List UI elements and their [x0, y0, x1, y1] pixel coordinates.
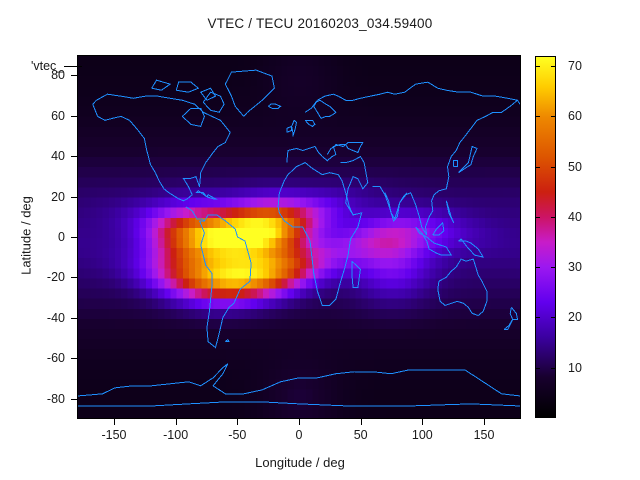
colorbar-tick-mark — [535, 267, 540, 269]
colorbar-tick-label: 40 — [568, 209, 582, 224]
legend-artifact-dash — [64, 66, 83, 68]
y-tick-label: -20 — [46, 270, 65, 285]
map-plot-area[interactable] — [77, 55, 521, 419]
y-tick-mark — [71, 75, 77, 77]
colorbar-tick-mark — [551, 66, 556, 68]
colorbar-tick-label: 20 — [568, 310, 582, 325]
x-tick-mark — [360, 419, 362, 425]
y-tick-label: 80 — [51, 68, 65, 83]
colorbar-gradient — [536, 57, 555, 417]
colorbar-tick-label: 10 — [568, 360, 582, 375]
y-tick-label: -40 — [46, 310, 65, 325]
x-tick-mark — [175, 419, 177, 425]
colorbar-tick-mark — [535, 116, 540, 118]
x-tick-label: 150 — [473, 428, 495, 442]
colorbar-tick-mark — [551, 367, 556, 369]
y-tick-mark — [71, 156, 77, 158]
x-tick-label: -150 — [101, 428, 127, 442]
colorbar-tick-label: 30 — [568, 260, 582, 275]
colorbar-tick-label: 70 — [568, 59, 582, 74]
colorbar-tick-mark — [535, 166, 540, 168]
y-tick-mark — [71, 317, 77, 319]
colorbar-tick-mark — [535, 367, 540, 369]
colorbar[interactable] — [535, 56, 556, 418]
y-tick-label: -80 — [46, 391, 65, 406]
x-tick-mark — [114, 419, 115, 425]
colorbar-tick-mark — [551, 166, 556, 168]
x-tick-label: -50 — [228, 428, 247, 442]
colorbar-tick-mark — [551, 317, 556, 319]
x-tick-mark — [237, 419, 239, 425]
x-tick-mark — [484, 419, 485, 425]
vtec-legend-artifact: 'vtec_ — [31, 59, 83, 73]
colorbar-tick-label: 60 — [568, 109, 582, 124]
y-tick-label: 0 — [58, 230, 65, 244]
colorbar-tick-mark — [551, 216, 556, 218]
x-tick-label: -100 — [163, 428, 189, 442]
y-tick-label: 40 — [51, 149, 65, 164]
colorbar-tick-mark — [535, 317, 540, 319]
colorbar-tick-mark — [535, 216, 540, 218]
y-tick-mark — [71, 237, 77, 238]
y-tick-label: 20 — [51, 189, 65, 204]
x-tick-mark — [422, 419, 424, 425]
colorbar-tick-mark — [535, 66, 540, 68]
legend-artifact-text: 'vtec_ — [31, 59, 64, 73]
y-tick-mark — [71, 358, 77, 360]
y-tick-mark — [71, 115, 77, 117]
x-tick-label: 0 — [295, 428, 303, 442]
figure-title: VTEC / TECU 20160203_034.59400 — [207, 16, 433, 31]
y-tick-mark — [71, 398, 77, 400]
x-tick-mark — [299, 419, 300, 425]
y-tick-mark — [71, 277, 77, 279]
y-tick-label: 60 — [51, 108, 65, 123]
colorbar-tick-mark — [551, 116, 556, 118]
colorbar-tick-mark — [551, 267, 556, 269]
y-tick-label: -60 — [46, 351, 65, 366]
y-axis-label: Latitude / deg — [18, 196, 34, 275]
vtec-heatmap-layer — [78, 56, 520, 418]
colorbar-tick-label: 50 — [568, 159, 582, 174]
x-tick-label: 50 — [353, 428, 368, 442]
x-axis-label: Longitude / deg — [255, 455, 345, 470]
x-tick-label: 100 — [411, 428, 433, 442]
y-tick-mark — [71, 196, 77, 198]
coastline-overlay — [78, 69, 520, 407]
